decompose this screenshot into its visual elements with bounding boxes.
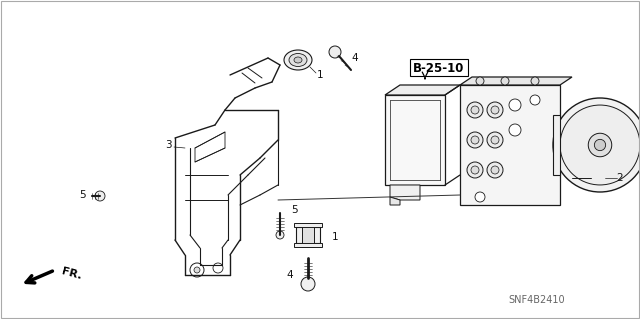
Polygon shape bbox=[296, 227, 320, 243]
Circle shape bbox=[491, 106, 499, 114]
Circle shape bbox=[190, 263, 204, 277]
Circle shape bbox=[509, 124, 521, 136]
Circle shape bbox=[487, 162, 503, 178]
Circle shape bbox=[509, 99, 521, 111]
Circle shape bbox=[276, 231, 284, 239]
Circle shape bbox=[531, 77, 539, 85]
Text: 5: 5 bbox=[292, 205, 298, 215]
Text: 4: 4 bbox=[287, 270, 293, 280]
Polygon shape bbox=[302, 223, 314, 247]
Polygon shape bbox=[294, 223, 322, 227]
Circle shape bbox=[213, 263, 223, 273]
Text: B-25-10: B-25-10 bbox=[413, 62, 465, 75]
Polygon shape bbox=[385, 95, 445, 185]
Circle shape bbox=[553, 98, 640, 192]
Polygon shape bbox=[460, 85, 560, 205]
Circle shape bbox=[530, 95, 540, 105]
Polygon shape bbox=[385, 85, 460, 95]
Polygon shape bbox=[294, 243, 322, 247]
Text: 1: 1 bbox=[332, 232, 339, 242]
Text: 5: 5 bbox=[80, 190, 86, 200]
Circle shape bbox=[560, 105, 640, 185]
Ellipse shape bbox=[294, 57, 302, 63]
Circle shape bbox=[471, 166, 479, 174]
Circle shape bbox=[467, 132, 483, 148]
Polygon shape bbox=[390, 197, 400, 205]
Ellipse shape bbox=[289, 54, 307, 66]
Circle shape bbox=[487, 132, 503, 148]
Text: SNF4B2410: SNF4B2410 bbox=[509, 295, 565, 305]
Circle shape bbox=[487, 102, 503, 118]
Text: 3: 3 bbox=[164, 140, 172, 150]
Polygon shape bbox=[195, 132, 225, 162]
Circle shape bbox=[588, 133, 612, 157]
Circle shape bbox=[475, 192, 485, 202]
Circle shape bbox=[476, 77, 484, 85]
Text: 1: 1 bbox=[317, 70, 323, 80]
Bar bbox=[410, 59, 468, 76]
Circle shape bbox=[595, 139, 605, 151]
Circle shape bbox=[329, 46, 341, 58]
Circle shape bbox=[301, 277, 315, 291]
Polygon shape bbox=[553, 115, 560, 175]
Circle shape bbox=[471, 136, 479, 144]
Circle shape bbox=[467, 102, 483, 118]
Circle shape bbox=[491, 136, 499, 144]
Circle shape bbox=[194, 267, 200, 273]
Polygon shape bbox=[460, 77, 572, 85]
Circle shape bbox=[501, 77, 509, 85]
Text: FR.: FR. bbox=[60, 266, 83, 281]
Polygon shape bbox=[390, 185, 420, 200]
Circle shape bbox=[467, 162, 483, 178]
Text: 4: 4 bbox=[352, 53, 358, 63]
Circle shape bbox=[95, 191, 105, 201]
Circle shape bbox=[491, 166, 499, 174]
Circle shape bbox=[471, 106, 479, 114]
Ellipse shape bbox=[284, 50, 312, 70]
Text: 2: 2 bbox=[617, 173, 623, 183]
